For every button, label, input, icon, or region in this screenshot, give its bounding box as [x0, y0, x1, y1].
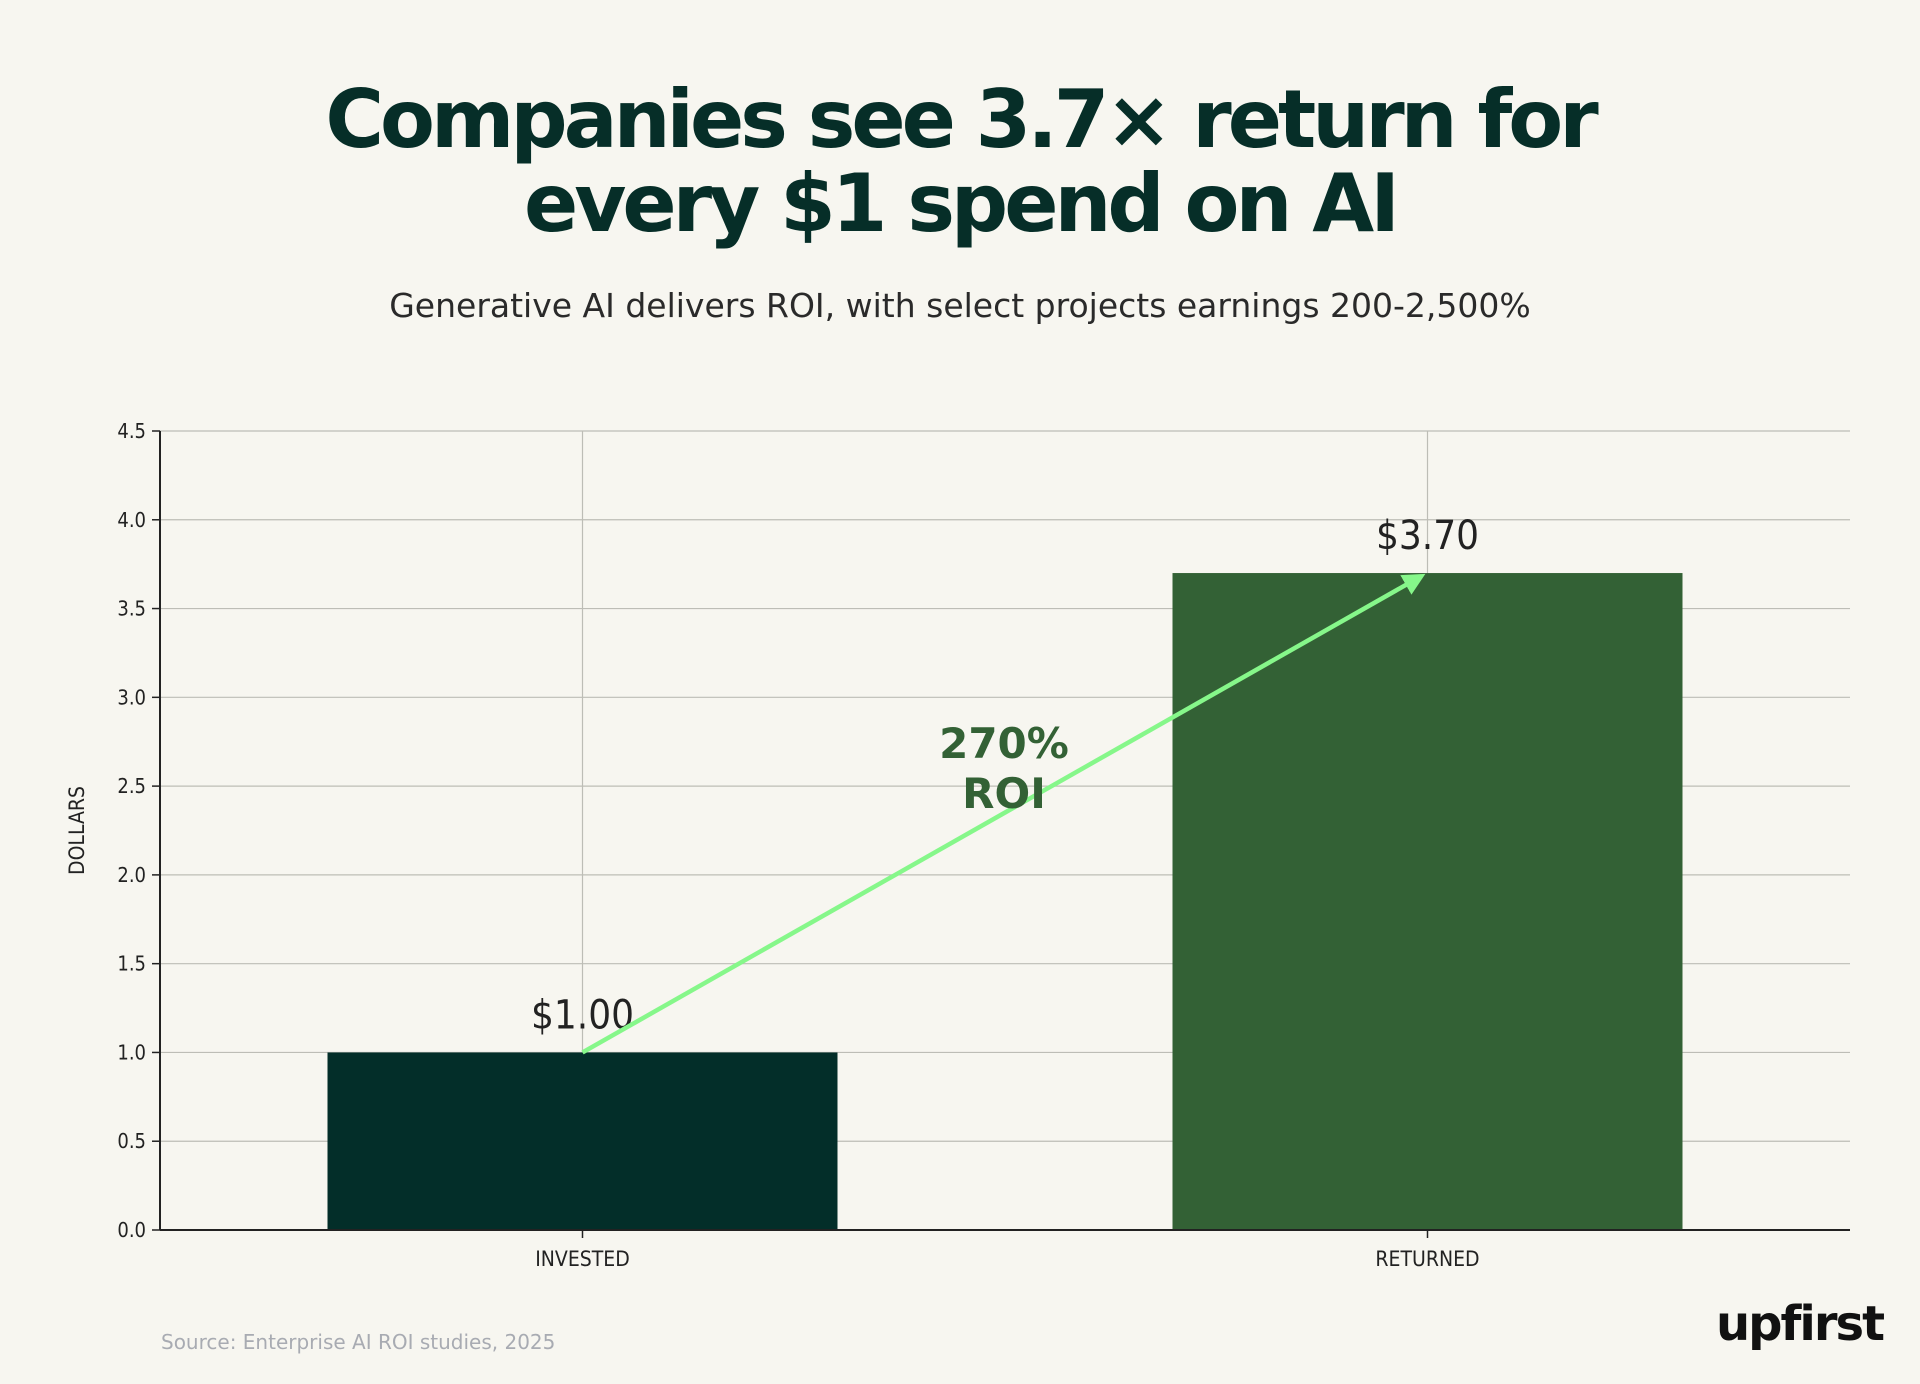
bar-invested: [327, 1052, 838, 1230]
roi-annotation: 270%ROI: [581, 573, 1426, 1055]
bars: [327, 573, 1683, 1230]
y-tick-label: 3.0: [117, 685, 146, 709]
axes: [152, 430, 1850, 1238]
y-tick-label: 0.5: [117, 1129, 146, 1153]
y-tick-label: 4.0: [117, 508, 146, 532]
y-tick-label: 2.0: [117, 863, 146, 887]
y-tick-label: 1.5: [117, 952, 146, 976]
bar-returned: [1172, 573, 1683, 1230]
x-tick-label: RETURNED: [1375, 1247, 1479, 1271]
y-axis-title: DOLLARS: [65, 786, 89, 875]
roi-annotation-line2: ROI: [962, 769, 1046, 818]
chart-subtitle: Generative AI delivers ROI, with select …: [389, 286, 1531, 325]
chart-title: Companies see 3.7× return for every $1 s…: [0, 78, 1920, 246]
x-tick-label: INVESTED: [535, 1247, 630, 1271]
y-tick-label: 2.5: [117, 774, 146, 798]
labels: 0.0 0.5 1.0 1.5 2.0 2.5 3.0 3.5 4.0 4.5 INVESTED RE…: [65, 419, 1480, 1271]
roi-arrow: [581, 573, 1426, 1055]
title-line-2: every $1 spend on AI: [524, 157, 1400, 250]
value-label: $3.70: [1376, 513, 1479, 559]
y-tick-label: 3.5: [117, 597, 146, 621]
title-line-1: Companies see 3.7× return for: [325, 73, 1598, 166]
upfirst-logo: upfirst: [1716, 1296, 1885, 1352]
source-note: Source: Enterprise AI ROI studies, 2025: [161, 1330, 556, 1354]
y-tick-label: 0.0: [117, 1218, 146, 1242]
y-tick-label: 1.0: [117, 1040, 146, 1064]
y-tick-label: 4.5: [117, 419, 146, 443]
roi-annotation-line1: 270%: [939, 719, 1069, 768]
